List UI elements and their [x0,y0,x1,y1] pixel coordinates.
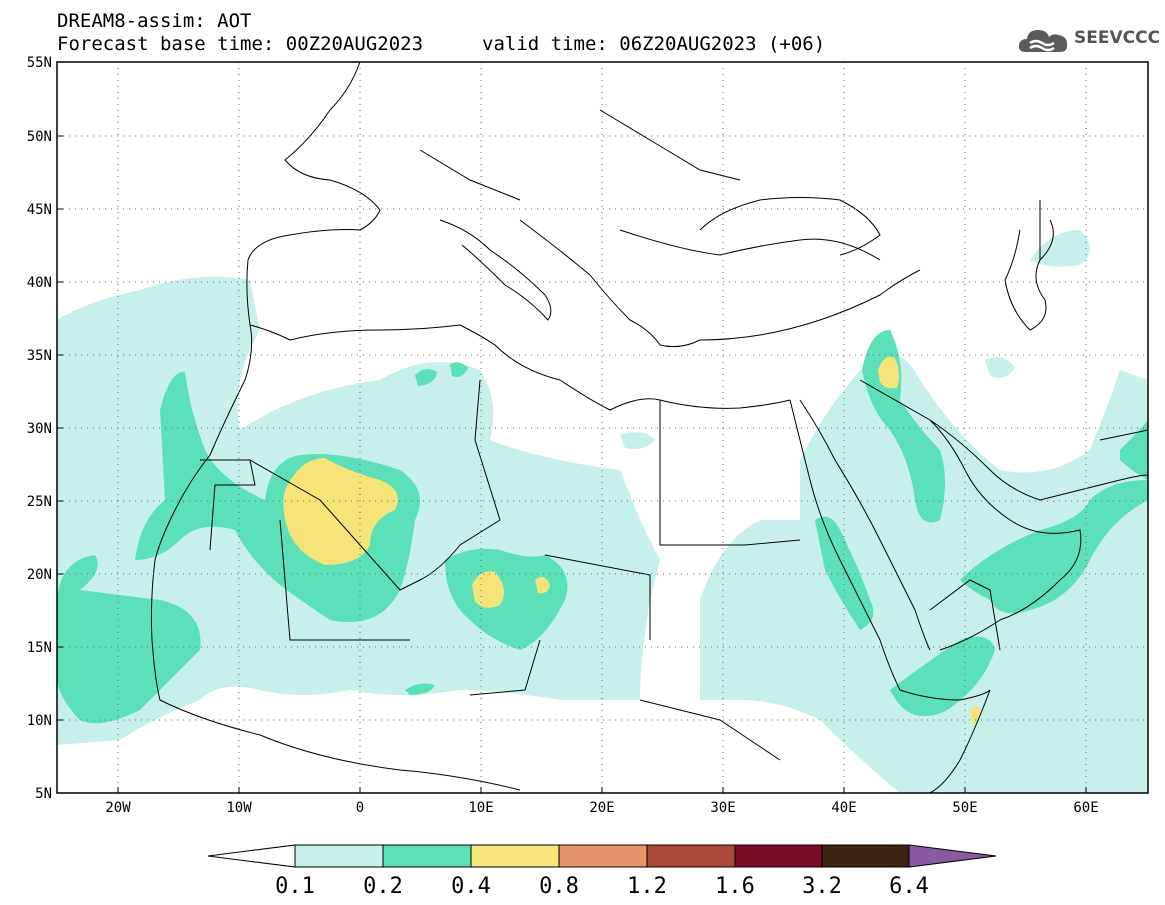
colorbar-extend-high [908,844,997,868]
colorbar [207,844,997,868]
colorbar-label: 3.2 [802,874,842,899]
colorbar-label: 0.1 [275,874,315,899]
lon-label: 60E [1073,800,1098,816]
lat-label: 35N [27,348,52,364]
lat-label: 55N [27,55,52,71]
forecast-base-time: Forecast base time: 00Z20AUG2023 [57,33,424,55]
lat-labels: 55N 50N 45N 40N 35N 30N 25N 20N 15N 10N … [27,55,52,802]
colorbar-extend-low [207,844,296,868]
valid-time: valid time: 06Z20AUG2023 (+06) [482,33,826,55]
axis-ticks [57,61,1087,793]
lon-label: 50E [952,800,977,816]
lon-label: 30E [710,800,735,816]
lat-label: 5N [35,786,52,802]
lat-label: 10N [27,713,52,729]
colorbar-label: 0.4 [451,874,491,899]
cloud-icon [1018,30,1068,52]
lon-label: 40E [831,800,856,816]
logo-text: SEEVCCC [1074,28,1161,48]
lon-label: 10W [226,800,252,816]
colorbar-swatch [734,844,823,868]
map-title: DREAM8-assim: AOT [57,10,252,32]
colorbar-swatch [470,844,560,868]
colorbar-label: 6.4 [889,874,929,899]
lat-label: 45N [27,202,52,218]
colorbar-swatch [558,844,648,868]
colorbar-swatch [646,844,736,868]
lon-label: 10E [468,800,493,816]
lon-label: 20W [105,800,131,816]
colorbar-labels: 0.1 0.2 0.4 0.8 1.2 1.6 3.2 6.4 [275,874,929,899]
aot-level-0-4 [283,356,980,726]
lat-label: 50N [27,129,52,145]
lat-label: 20N [27,567,52,583]
lon-label: 20E [589,800,614,816]
colorbar-swatch [294,844,384,868]
colorbar-label: 1.6 [715,874,755,899]
lon-labels: 20W 10W 0 10E 20E 30E 40E 50E 60E [105,800,1098,816]
colorbar-swatch [821,844,910,868]
lat-label: 25N [27,494,52,510]
colorbar-label: 0.2 [363,874,403,899]
colorbar-swatch [382,844,472,868]
lon-label: 0 [356,800,364,816]
seevccc-logo: SEEVCCC [1016,22,1160,58]
lat-label: 30N [27,421,52,437]
lat-label: 40N [27,275,52,291]
colorbar-label: 1.2 [627,874,667,899]
lat-label: 15N [27,640,52,656]
aot-field [57,230,1148,793]
colorbar-label: 0.8 [539,874,579,899]
